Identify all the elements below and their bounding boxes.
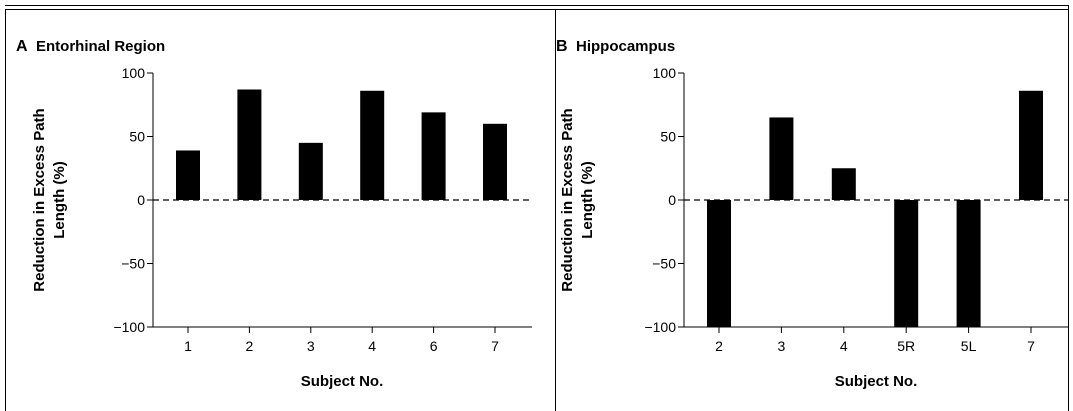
chart-panel-a: A Entorhinal Region 100 50 0 −50 −100 1 2 3 4 6 7 Sub… — [16, 38, 532, 390]
figure-top-rule — [5, 5, 1068, 6]
panel-b-x-tick-label: 2 — [715, 338, 723, 354]
panel-a-y-axis-title-line1: Reduction in Excess Path — [31, 108, 48, 291]
panel-b-content: B Hippocampus 100 50 0 −50 −100 2 3 4 5R 5L 7 Subject… — [556, 38, 1068, 390]
panel-b-bar — [956, 200, 981, 327]
panel-b-bar — [707, 200, 731, 327]
panel-a-bar — [298, 142, 323, 200]
panel-a-x-tick-label: 1 — [184, 338, 192, 354]
panel-a-y-tick-label: −100 — [113, 319, 145, 335]
panel-a-y-tick-label: 100 — [122, 65, 146, 81]
panel-b-bar — [831, 168, 856, 200]
panel-a-y-tick-label: −50 — [121, 256, 145, 272]
panel-b-x-tick-label: 5R — [897, 338, 915, 354]
panel-b-letter: B — [556, 38, 568, 55]
panel-b-y-tick-label: −100 — [644, 319, 676, 335]
figure-right-border — [1068, 5, 1069, 411]
panel-a-x-tick-label: 3 — [307, 338, 315, 354]
panel-b-x-tick-label: 5L — [961, 338, 977, 354]
panel-b-x-tick-label: 3 — [778, 338, 786, 354]
figure-left-border — [5, 9, 6, 411]
panel-b-y-tick-label: 50 — [660, 129, 676, 145]
panel-a-content: A Entorhinal Region 100 50 0 −50 −100 1 2 3 4 6 7 Sub… — [16, 38, 532, 390]
panel-a-title: Entorhinal Region — [36, 38, 165, 55]
panel-b-y-tick-label: 0 — [668, 192, 676, 208]
panel-b-y-tick-label: −50 — [652, 256, 676, 272]
panel-b-y-axis-title-line1: Reduction in Excess Path — [559, 108, 576, 291]
panel-a-y-axis-title-line2: Length (%) — [51, 161, 68, 238]
panel-b-y-tick-label: 100 — [653, 65, 677, 81]
panel-a-y-tick-label: 0 — [137, 192, 145, 208]
panel-b-x-tick-label: 4 — [840, 338, 848, 354]
panel-b-y-axis-title-line2: Length (%) — [579, 161, 596, 238]
chart-panel-b: B Hippocampus 100 50 0 −50 −100 2 3 4 5R 5L 7 Subject… — [556, 38, 1068, 390]
panel-a-x-axis-title: Subject No. — [301, 373, 384, 390]
panel-a-bar — [421, 112, 446, 200]
panel-b-x-tick-label: 7 — [1027, 338, 1035, 354]
panel-divider — [555, 9, 556, 411]
panel-b-bar — [1019, 90, 1043, 200]
panel-a-bar — [483, 123, 507, 200]
panel-a-x-tick-label: 7 — [491, 338, 499, 354]
panel-a-y-tick-label: 50 — [129, 129, 145, 145]
panel-a-bar — [176, 150, 200, 200]
panel-a-x-tick-label: 6 — [430, 338, 438, 354]
panel-b-bar — [894, 200, 919, 327]
panel-a-x-tick-label: 4 — [368, 338, 376, 354]
panel-a-x-tick-label: 2 — [246, 338, 254, 354]
figure-top-rule-inner — [5, 9, 1068, 10]
panel-b-bar — [769, 117, 794, 200]
panel-b-title: Hippocampus — [576, 38, 675, 55]
panel-a-bar — [237, 89, 262, 200]
panel-a-bar — [360, 90, 385, 200]
panel-b-x-axis-title: Subject No. — [835, 373, 918, 390]
panel-a-letter: A — [16, 38, 28, 55]
